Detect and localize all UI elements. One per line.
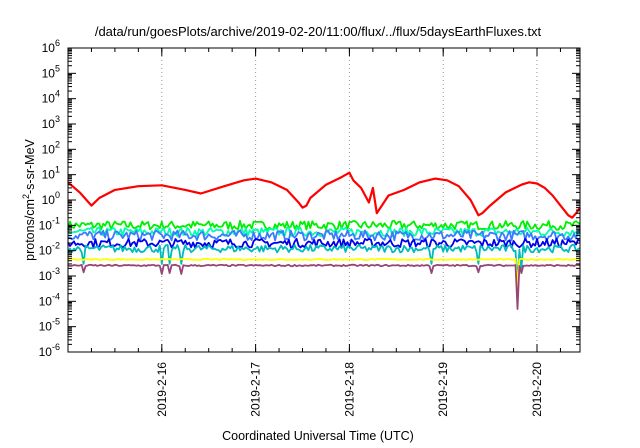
- series-line-5: [67, 244, 581, 285]
- y-tick-label: 10-1: [39, 215, 60, 232]
- series-line-3: [67, 229, 581, 242]
- y-tick-base: 10: [42, 193, 56, 207]
- y-tick-base: 10: [39, 244, 53, 258]
- y-tick-exp: -3: [52, 266, 60, 276]
- x-tick-label: 2019-2-16: [155, 362, 169, 417]
- y-tick-base: 10: [39, 345, 53, 359]
- plot-frame: [67, 47, 581, 353]
- series-line-6: [67, 257, 581, 287]
- y-tick-label: 101: [42, 165, 60, 182]
- series-line-0: [67, 171, 581, 219]
- y-tick-base: 10: [42, 92, 56, 106]
- y-tick-base: 10: [42, 117, 56, 131]
- y-tick-label: 102: [42, 139, 60, 156]
- y-tick-label: 10-6: [39, 342, 60, 359]
- series-line-1: [67, 220, 581, 231]
- y-tick-base: 10: [42, 168, 56, 182]
- y-tick-base: 10: [39, 320, 53, 334]
- y-tick-exp: 2: [55, 139, 60, 149]
- y-tick-exp: 1: [55, 165, 60, 175]
- grid: [161, 48, 538, 352]
- y-tick-base: 10: [42, 142, 56, 156]
- y-tick-base: 10: [42, 66, 56, 80]
- x-axis-label: Coordinated Universal Time (UTC): [222, 429, 414, 443]
- y-tick-base: 10: [39, 269, 53, 283]
- y-tick-label: 10-2: [39, 241, 60, 258]
- y-tick-exp: -2: [52, 241, 60, 251]
- y-axis-label-post: -s-sr-MeV: [23, 138, 37, 194]
- y-axis-label-sup: 2: [21, 194, 31, 199]
- series-line-4: [67, 237, 581, 249]
- y-tick-exp: 4: [55, 89, 60, 99]
- y-tick-exp: 5: [55, 63, 60, 73]
- y-tick-label: 10-4: [39, 291, 60, 308]
- x-tick-label: 2019-2-20: [530, 362, 544, 417]
- y-tick-exp: -6: [52, 342, 60, 352]
- y-tick-label: 104: [42, 89, 60, 106]
- x-tick-label: 2019-2-17: [249, 362, 263, 417]
- axis-ticks: 10-610-510-410-310-210-11001011021031041…: [39, 38, 580, 417]
- y-tick-base: 10: [39, 218, 53, 232]
- y-tick-exp: 3: [55, 114, 60, 124]
- y-tick-label: 106: [42, 38, 60, 55]
- y-tick-label: 10-3: [39, 266, 60, 283]
- y-tick-label: 105: [42, 63, 60, 80]
- y-axis-label: protons/cm2-s-sr-MeV: [21, 138, 37, 260]
- y-tick-label: 103: [42, 114, 60, 131]
- y-tick-exp: -1: [52, 215, 60, 225]
- y-tick-exp: 6: [55, 38, 60, 48]
- x-tick-label: 2019-2-18: [342, 362, 356, 417]
- y-axis-label-pre: protons/cm: [23, 199, 37, 261]
- y-tick-label: 10-5: [39, 317, 60, 334]
- y-tick-exp: -4: [52, 291, 60, 301]
- data-series: [67, 171, 581, 310]
- y-tick-exp: 0: [55, 190, 60, 200]
- y-tick-base: 10: [42, 41, 56, 55]
- y-tick-base: 10: [39, 294, 53, 308]
- x-tick-label: 2019-2-19: [436, 362, 450, 417]
- series-line-7: [67, 263, 581, 310]
- y-tick-exp: -5: [52, 317, 60, 327]
- y-tick-label: 100: [42, 190, 60, 207]
- chart-title: /data/run/goesPlots/archive/2019-02-20/1…: [95, 24, 542, 39]
